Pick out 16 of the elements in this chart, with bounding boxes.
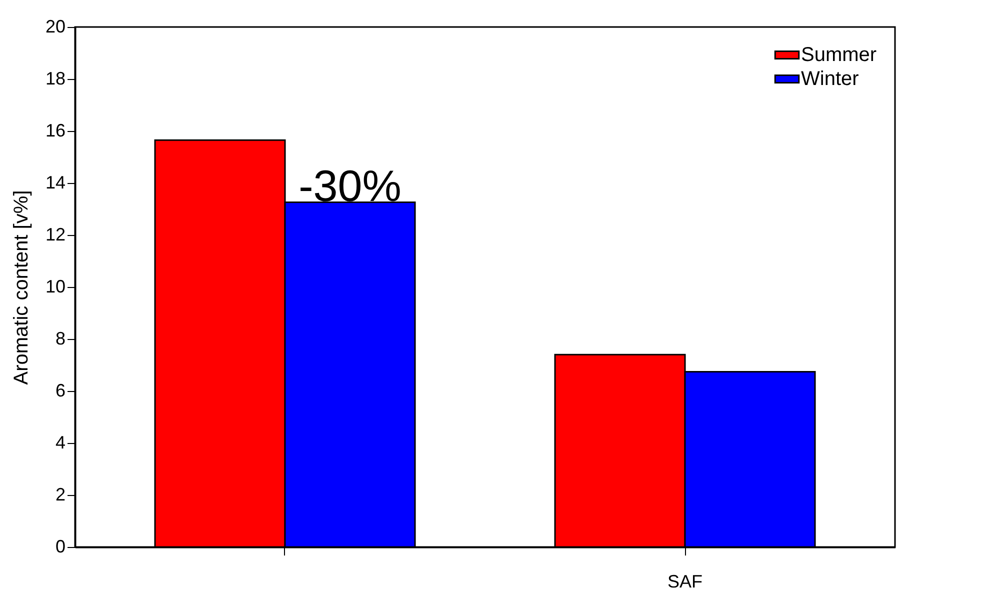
y-tick-label: 18 [45,68,66,88]
y-tick-label: 2 [55,484,66,504]
y-axis-title: Aromatic content [v%] [10,190,32,385]
legend-label: Winter [801,68,860,90]
y-tick-label: 6 [55,380,66,400]
legend-label: Summer [801,44,877,66]
y-tick-label: 12 [45,224,66,244]
y-tick-label: 10 [45,276,66,296]
y-tick-label: 20 [45,16,66,36]
x-tick-label: SAF [667,572,703,592]
y-tick-label: 0 [55,536,66,556]
y-tick-label: 8 [55,328,66,348]
y-tick-label: 4 [55,432,66,452]
y-tick-label: 16 [45,120,66,140]
annotation: -30% [298,162,402,212]
y-tick-label: 14 [45,172,66,192]
